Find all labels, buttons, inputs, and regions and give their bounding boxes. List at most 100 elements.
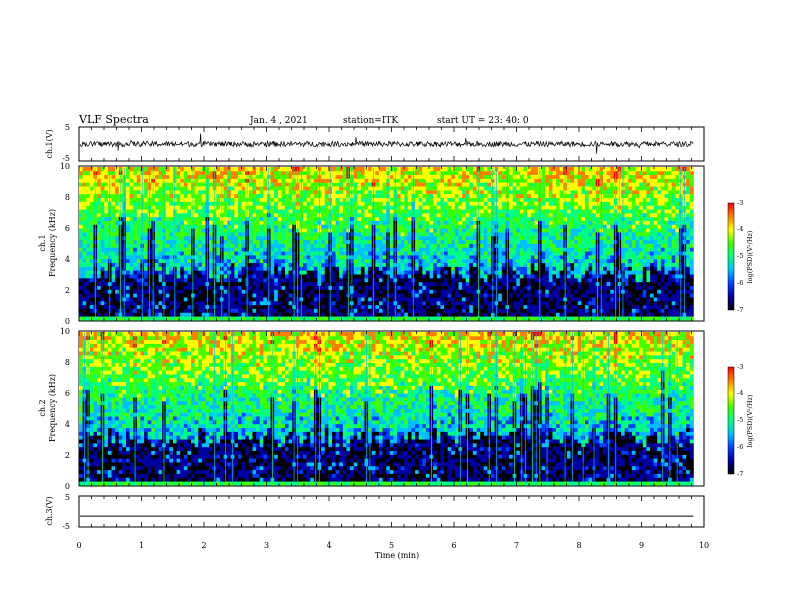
spectrogram-cell xyxy=(440,193,445,198)
spectrogram-cell xyxy=(97,312,102,317)
spectrogram-cell xyxy=(342,277,347,283)
spectrogram-cell xyxy=(382,167,387,172)
spectrogram-cell xyxy=(487,224,492,229)
spectrogram-cell xyxy=(104,316,109,321)
spectrogram-cell xyxy=(480,243,485,248)
spectrogram-cell xyxy=(281,178,286,183)
spectrogram-cell xyxy=(458,205,463,210)
spectrogram-cell xyxy=(252,304,257,309)
spectrogram-cell xyxy=(129,297,134,302)
spectrogram-cell xyxy=(306,285,311,290)
spectrogram-cell xyxy=(169,186,174,191)
spectrogram-cell xyxy=(310,308,315,313)
spectrogram-cell xyxy=(97,239,102,244)
spectrogram-cell xyxy=(274,266,279,271)
spectrogram-cell xyxy=(389,293,394,298)
spectrogram-cell xyxy=(274,189,279,195)
spectrogram-cell xyxy=(169,258,174,264)
spectrogram-cell xyxy=(158,224,163,229)
spectrogram-cell xyxy=(407,277,412,283)
spectrogram-cell xyxy=(440,300,445,306)
spectrogram-cell xyxy=(378,304,383,309)
spectrogram-cell xyxy=(201,285,206,290)
spectrogram-cell xyxy=(400,178,405,183)
spectrogram-cell xyxy=(400,224,405,229)
spectrogram-cell xyxy=(429,254,434,260)
spectrogram-cell xyxy=(444,193,449,198)
spectrogram-cell xyxy=(342,197,347,202)
spectrogram-cell xyxy=(342,186,347,191)
spectrogram-cell xyxy=(400,293,405,298)
spectrogram-cell xyxy=(169,247,174,252)
spectrogram-cell xyxy=(97,201,102,206)
spectrogram-cell xyxy=(313,224,318,229)
spectrogram-cell xyxy=(303,312,308,317)
spectrogram-cell xyxy=(422,277,427,283)
spectrogram-cell xyxy=(516,197,521,202)
ch1-ytick-top: 5 xyxy=(65,123,70,132)
spectrogram-cell xyxy=(353,262,358,267)
spectrogram-cell xyxy=(498,220,503,225)
spectrogram-cell xyxy=(483,312,488,317)
spectrogram-cell xyxy=(324,209,329,214)
spectrogram-cell xyxy=(165,289,170,294)
spectrogram-cell xyxy=(288,308,293,313)
spectrogram-cell xyxy=(353,239,358,244)
spectrogram-cell xyxy=(97,293,102,298)
spectrogram-cell xyxy=(458,274,463,279)
spectrogram-cell xyxy=(100,316,105,321)
spectrogram-cell xyxy=(129,174,134,179)
spectrogram-cell xyxy=(198,228,203,233)
spectrogram-cell xyxy=(223,243,228,248)
spectrogram-cell xyxy=(415,186,420,191)
spectrogram-cell xyxy=(462,300,467,306)
spectrogram-cell xyxy=(324,174,329,179)
spectrogram-cell xyxy=(422,178,427,183)
spectrogram-cell xyxy=(498,277,503,283)
spectrogram-cell xyxy=(133,277,138,283)
spectrogram-cell xyxy=(97,197,102,202)
spectrogram-cell xyxy=(462,258,467,264)
spectrogram-cell xyxy=(375,220,380,225)
spectrogram-cell xyxy=(111,201,116,206)
spectrogram-cell xyxy=(458,247,463,252)
spectrogram-cell xyxy=(425,243,430,248)
spectrogram-cell xyxy=(404,239,409,244)
spectrogram-cell xyxy=(436,243,441,248)
spectrogram-cell xyxy=(223,212,228,218)
spectrogram-cell xyxy=(375,170,380,176)
spectrogram-cell xyxy=(397,270,402,275)
spectrogram-cell xyxy=(223,300,228,306)
spectrogram-cell xyxy=(382,262,387,267)
spectrogram-cell xyxy=(274,201,279,206)
spectrogram-cell xyxy=(144,308,149,313)
spectrogram-cell xyxy=(154,174,159,179)
spectrogram-cell xyxy=(223,216,228,221)
spectrogram-cell xyxy=(519,239,524,244)
spectrogram-cell xyxy=(418,258,423,264)
spectrogram-cell xyxy=(433,251,438,256)
spectrogram-cell xyxy=(512,285,517,290)
spectrogram-cell xyxy=(129,228,134,233)
spectrogram-cell xyxy=(285,274,290,279)
spectrogram-cell xyxy=(79,209,84,214)
spectrogram-cell xyxy=(223,308,228,313)
spectrogram-cell xyxy=(259,304,264,309)
spectrogram-cell xyxy=(321,193,326,198)
spectrogram-cell xyxy=(187,316,192,321)
spectrogram-cell xyxy=(256,205,261,210)
spectrogram-cell xyxy=(111,167,116,172)
spectrogram-cell xyxy=(440,285,445,290)
spectrogram-cell xyxy=(100,312,105,317)
spectrogram-cell xyxy=(165,189,170,195)
spectrogram-cell xyxy=(209,235,214,241)
spectrogram-cell xyxy=(407,281,412,286)
spectrogram-cell xyxy=(469,254,474,260)
spectrogram-cell xyxy=(285,289,290,294)
spectrogram-cell xyxy=(238,189,243,195)
spectrogram-cell xyxy=(436,266,441,271)
spectrogram-cell xyxy=(82,316,87,321)
spectrogram-cell xyxy=(509,270,514,275)
spectrogram-cell xyxy=(277,209,282,214)
spectrogram-cell xyxy=(324,316,329,321)
